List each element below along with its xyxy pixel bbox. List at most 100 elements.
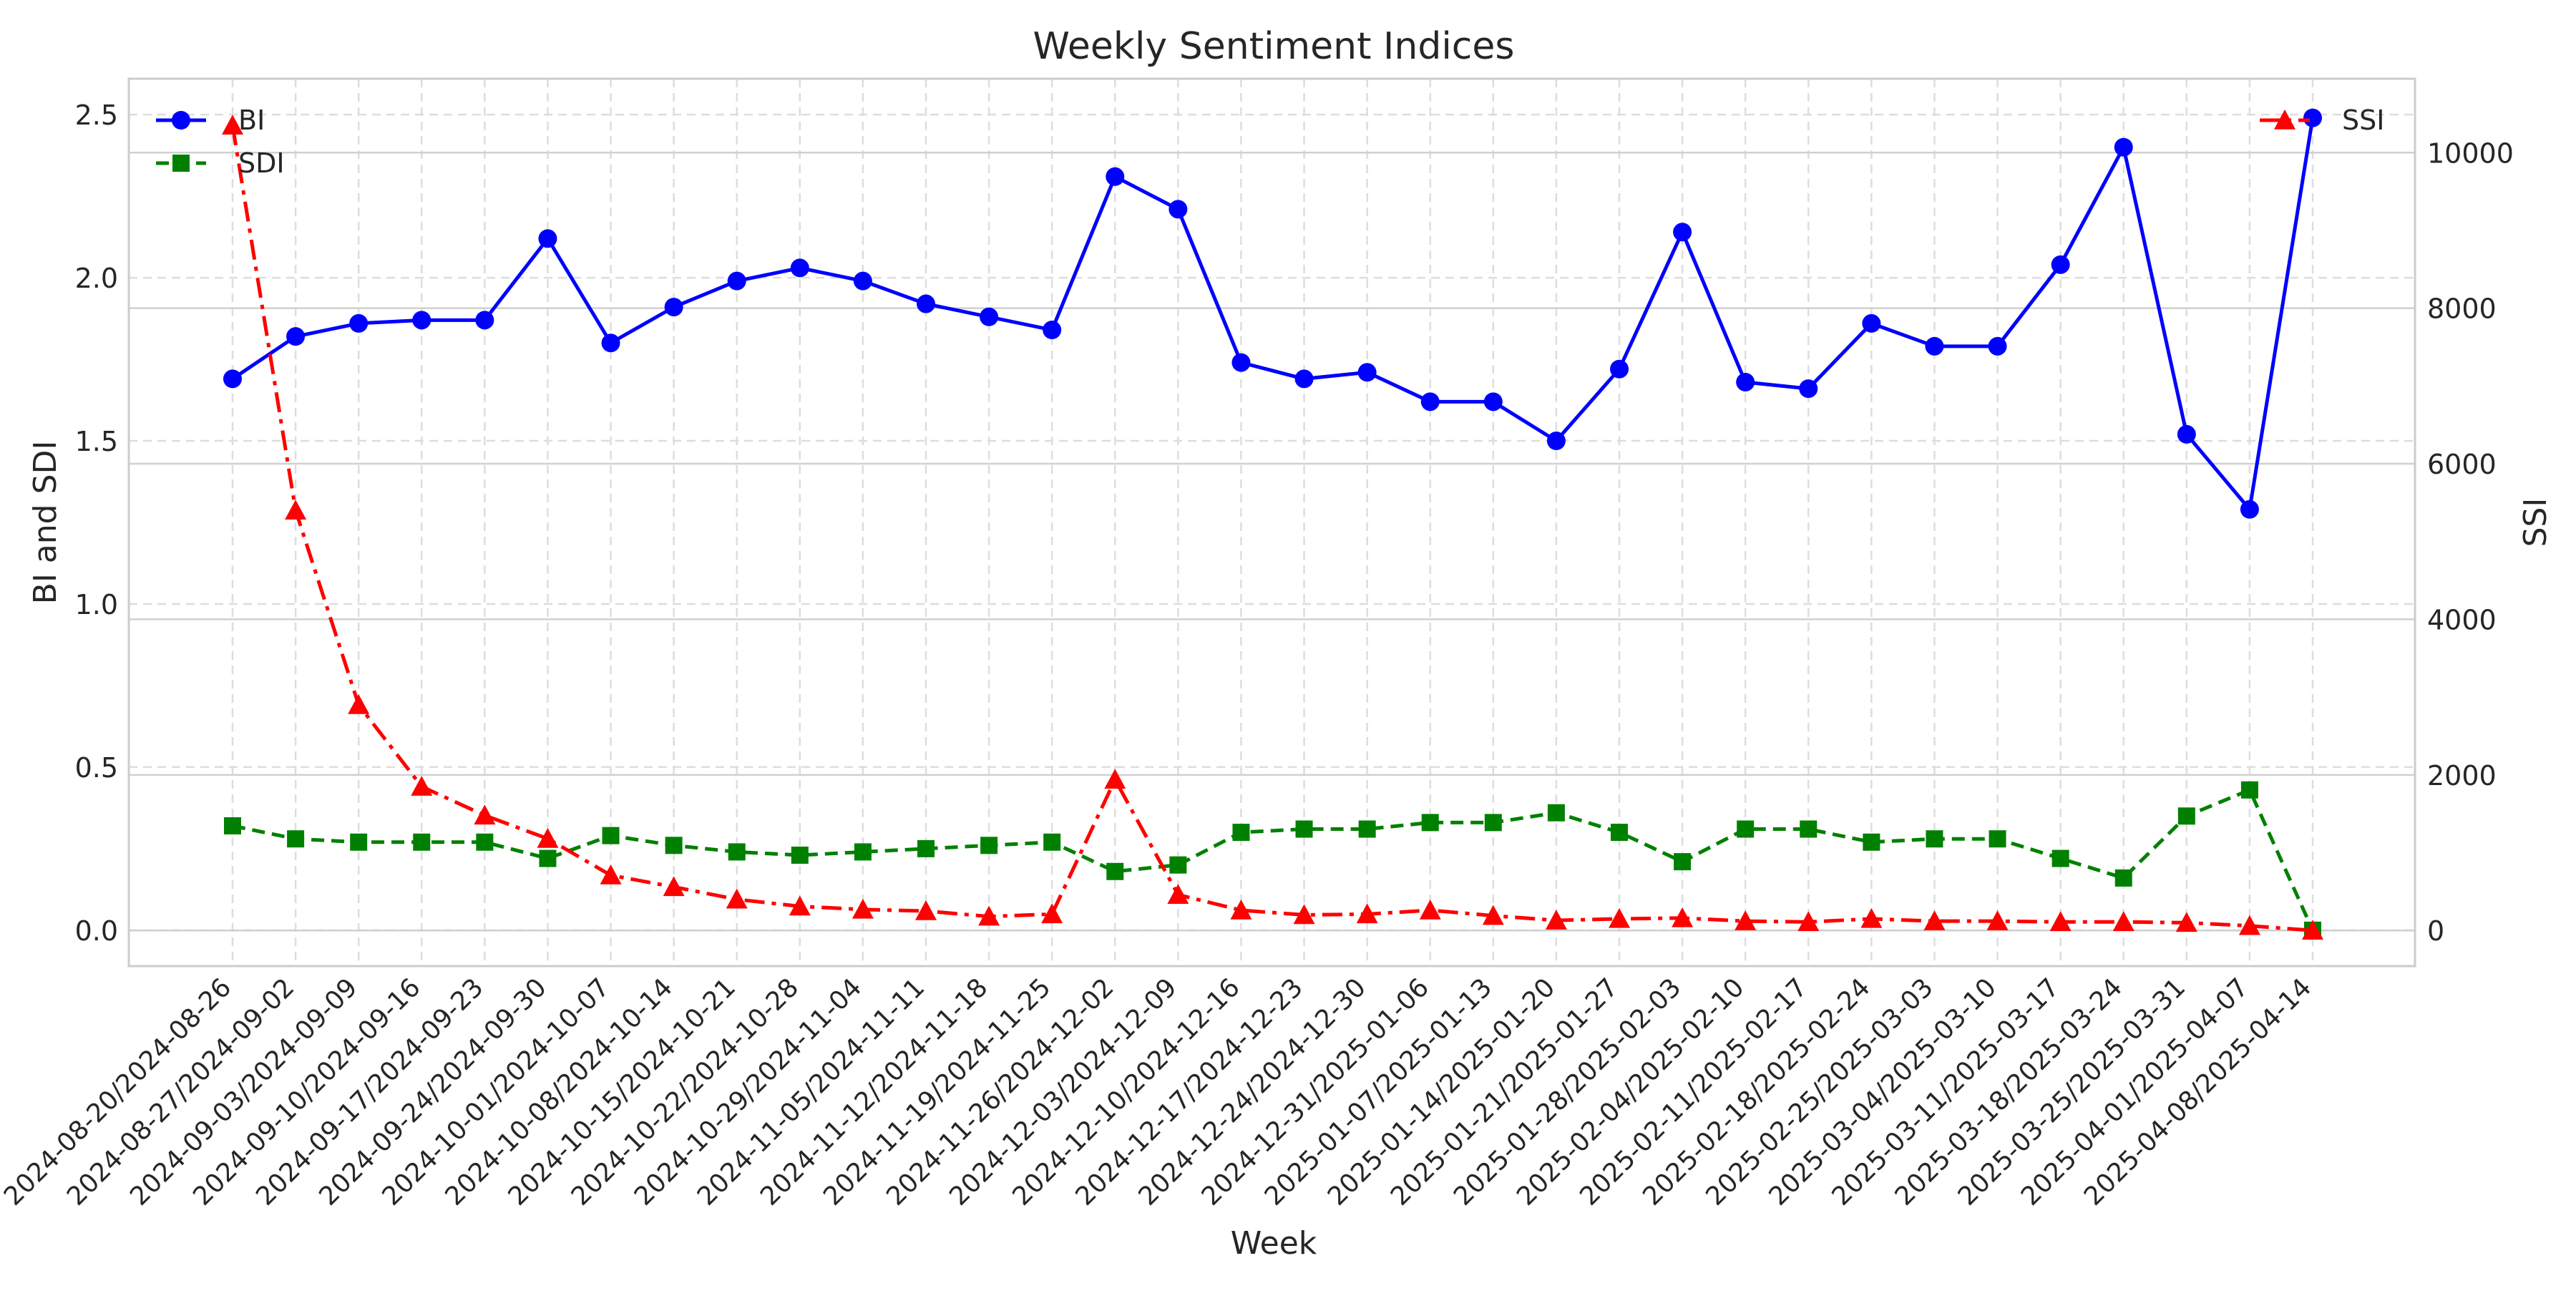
y-tick-label-left: 1.0: [75, 589, 118, 620]
y-tick-label-left: 0.0: [75, 915, 118, 947]
bi-point: [1483, 392, 1503, 411]
series-ssi: [222, 115, 2323, 940]
sdi-point: [665, 837, 683, 854]
ssi-point: [2049, 911, 2072, 932]
ssi-point: [915, 900, 937, 920]
sdi-point: [413, 833, 431, 851]
bi-point: [980, 307, 999, 326]
series-sdi: [224, 781, 2321, 939]
bi-point: [1106, 167, 1125, 186]
legend-label: BI: [238, 104, 265, 136]
bi-point: [2240, 500, 2259, 519]
ssi-point: [2112, 911, 2135, 932]
y-tick-label-right: 4000: [2427, 604, 2497, 635]
sdi-point: [224, 817, 241, 834]
sdi-point: [539, 849, 557, 867]
sdi-point: [1106, 862, 1124, 880]
ssi-point: [222, 115, 243, 135]
y-tick-label-right: 6000: [2427, 449, 2497, 480]
ssi-point: [1860, 907, 1883, 928]
ssi-point: [285, 500, 307, 520]
y-tick-label-left: 2.5: [75, 99, 118, 131]
bi-point: [1925, 336, 1944, 356]
ssi-point: [537, 827, 559, 848]
bi-point: [2114, 137, 2133, 157]
bi-point: [1546, 432, 1566, 451]
bi-point: [1673, 223, 1692, 242]
sdi-point: [2114, 869, 2132, 887]
bi-point: [790, 258, 809, 278]
ssi-point: [663, 876, 685, 897]
sdi-point: [2177, 807, 2195, 825]
bi-point: [1357, 363, 1377, 382]
sdi-point: [350, 833, 368, 851]
ssi-point: [411, 776, 433, 796]
sdi-point: [791, 847, 809, 864]
series-layer: [222, 108, 2323, 940]
sdi-point: [1232, 824, 1250, 842]
sdi-point: [1043, 833, 1061, 851]
ssi-point: [2175, 912, 2197, 932]
bi-point: [1799, 379, 1818, 399]
sdi-point: [980, 837, 998, 854]
sdi-point: [602, 827, 620, 844]
series-bi: [223, 108, 2322, 519]
y-tick-label-right: 0: [2427, 915, 2444, 947]
ssi-point: [978, 905, 1000, 926]
sdi-point: [1800, 820, 1818, 838]
legend-label: SDI: [238, 147, 285, 179]
ssi-point: [1672, 907, 1694, 927]
ssi-point: [1230, 899, 1252, 920]
y-tick-label-right: 10000: [2427, 137, 2514, 169]
bi-point: [1862, 313, 1881, 333]
bi-point: [853, 271, 872, 291]
ssi-point: [1609, 907, 1630, 928]
x-axis-label: Week: [1231, 1225, 1317, 1262]
bi-line: [231, 117, 2315, 512]
bi-point: [1736, 372, 1755, 391]
bi-point: [538, 229, 557, 248]
bi-point: [1043, 321, 1062, 340]
sdi-point: [1484, 814, 1502, 832]
ssi-point: [474, 804, 496, 825]
axis-layer: 0.0 0.5 1.0 1.5 2.0 2.5 0 2000 4000 6000 8000 10000…: [0, 99, 2514, 1212]
plot-frame: [127, 77, 2416, 968]
bi-point: [727, 271, 746, 291]
ssi-point: [1986, 910, 2009, 930]
sdi-point: [1295, 820, 1313, 838]
ssi-point: [852, 898, 874, 919]
sdi-point: [476, 833, 494, 851]
y-axis-label-left: BI and SDI: [27, 441, 64, 605]
sdi-point: [1674, 853, 1692, 871]
sdi-point: [1611, 824, 1628, 842]
legend-marker: [172, 111, 190, 130]
sdi-point: [1863, 833, 1880, 851]
bi-point: [2051, 255, 2070, 274]
sdi-point: [1358, 820, 1376, 838]
sdi-point: [1169, 856, 1187, 874]
sdi-point: [1737, 820, 1755, 838]
ssi-point: [1482, 905, 1504, 925]
bi-point: [412, 311, 431, 330]
y-tick-label-right: 2000: [2427, 760, 2497, 791]
ssi-line: [230, 125, 2313, 932]
y-axis-label-right: SSI: [2517, 498, 2554, 547]
ssi-point: [2302, 920, 2323, 940]
bi-point: [917, 294, 935, 313]
legend-item-sdi: SDI: [156, 147, 285, 179]
sdi-point: [1989, 830, 2006, 848]
ssi-point: [1797, 911, 1820, 932]
bi-point: [349, 313, 369, 333]
bi-point: [1294, 369, 1314, 389]
bi-point: [2177, 424, 2196, 444]
legend-marker: [2274, 109, 2296, 130]
bi-point: [1420, 392, 1440, 411]
y-tick-label-right: 8000: [2427, 293, 2497, 325]
bi-point: [475, 311, 494, 330]
sdi-point: [2240, 781, 2258, 799]
bi-point: [286, 327, 306, 346]
sdi-point: [287, 830, 305, 848]
y-tick-label-left: 1.5: [75, 426, 118, 457]
ssi-point: [1735, 910, 1757, 930]
